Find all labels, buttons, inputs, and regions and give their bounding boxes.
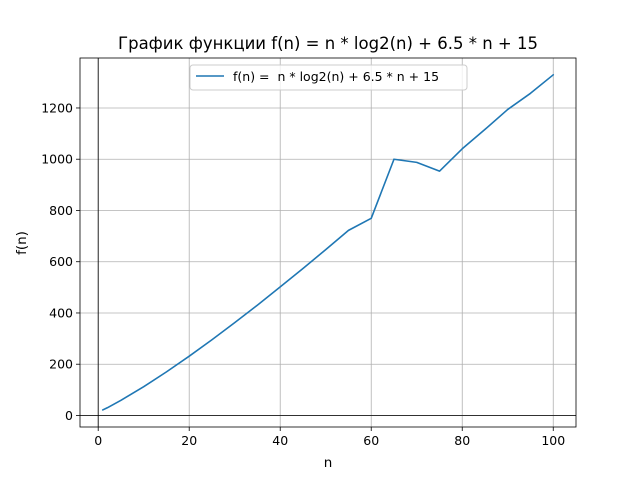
zero-lines [80,58,576,427]
grid [80,58,576,427]
y-tick-label: 600 [49,254,73,269]
y-tick-label: 400 [49,305,73,320]
x-tick-label: 60 [363,433,379,448]
x-tick-label: 80 [454,433,470,448]
series-layer [101,74,555,411]
y-axis-ticks: 0 200 400 600 800 1000 1200 [41,100,80,423]
y-axis-label: f(n) [14,231,30,255]
chart-title: График функции f(n) = n * log2(n) + 6.5 … [118,34,538,53]
legend-box [189,64,468,91]
y-tick-label: 1200 [41,100,73,115]
y-tick-label: 800 [49,203,73,218]
x-tick-label: 40 [272,433,288,448]
y-tick-label: 0 [65,408,73,423]
plot-frame [79,57,577,428]
x-tick-label: 20 [181,433,197,448]
y-tick-label: 1000 [41,152,73,167]
x-tick-label: 0 [94,433,102,448]
x-tick-label: 100 [541,433,565,448]
legend: f(n) = n * log2(n) + 6.5 * n + 15 [189,64,468,91]
series-line [101,74,555,411]
x-axis-label: n [324,455,333,471]
legend-label: f(n) = n * log2(n) + 6.5 * n + 15 [233,69,439,84]
y-tick-label: 200 [49,357,73,372]
x-axis-ticks: 0 20 40 60 80 100 [94,427,565,448]
